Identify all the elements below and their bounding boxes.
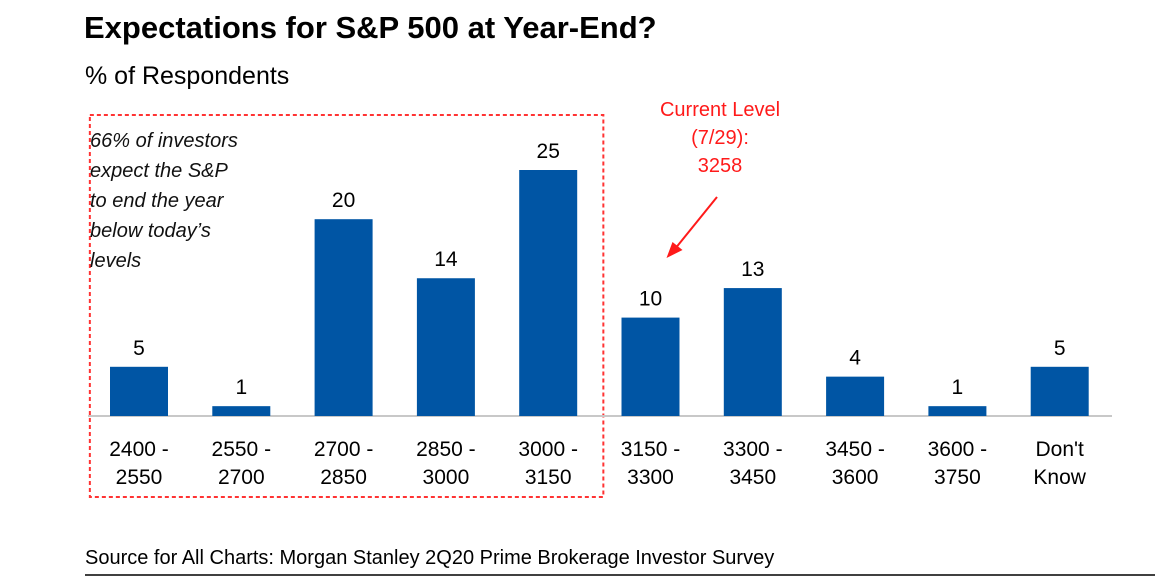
data-label: 4 [849, 347, 861, 370]
x-tick-label: 3000 [423, 466, 470, 489]
chart-subtitle: % of Respondents [85, 62, 290, 90]
annotation-line: 66% of investors [90, 130, 238, 152]
bar [110, 366, 168, 416]
bar [519, 170, 578, 416]
data-label: 20 [332, 189, 355, 212]
data-label: 10 [639, 288, 662, 311]
x-tick-label: 2850 - [416, 438, 476, 461]
annotation-line: expect the S&P [90, 160, 228, 182]
x-tick-label: 2550 [116, 466, 163, 489]
data-label: 1 [235, 376, 247, 399]
x-tick-label: 3000 - [518, 438, 578, 461]
x-tick-label: 3300 [627, 466, 674, 489]
x-tick-label: 3150 - [621, 438, 681, 461]
x-tick-label: 3450 [729, 466, 776, 489]
bar [314, 219, 373, 416]
annotation-line: below today’s [90, 220, 211, 242]
data-label: 13 [741, 258, 764, 281]
data-label: 25 [537, 140, 560, 163]
x-tick-label: 3150 [525, 466, 572, 489]
x-tick-label: 2850 [320, 466, 367, 489]
callout-line: 3258 [697, 155, 743, 177]
annotation-line: to end the year [90, 190, 224, 212]
bar [416, 278, 475, 416]
source-note: Source for All Charts: Morgan Stanley 2Q… [85, 547, 775, 569]
x-tick-label: 2550 - [212, 438, 272, 461]
data-label: 14 [434, 248, 458, 271]
x-tick-label: 3300 - [723, 438, 783, 461]
data-label: 1 [952, 376, 964, 399]
bar [928, 406, 987, 416]
highlight-annotation: 66% of investors expect the S&P to end t… [90, 126, 310, 276]
chart-title: Expectations for S&P 500 at Year-End? [84, 10, 657, 45]
highlight-box [88, 114, 605, 498]
annotation-line: levels [90, 250, 142, 272]
x-tick-label: 3450 - [825, 438, 885, 461]
bar [212, 406, 271, 416]
callout-arrow-head [666, 242, 683, 258]
x-tick-label: 3750 [934, 466, 981, 489]
x-tick-label: Know [1033, 466, 1086, 489]
bar [826, 376, 885, 416]
x-tick-label: 3600 - [928, 438, 988, 461]
data-label: 5 [133, 337, 145, 360]
x-tick-label: 3600 [832, 466, 879, 489]
x-tick-label: 2400 - [109, 438, 169, 461]
bar [723, 288, 782, 416]
callout-line: Current Level [659, 99, 781, 121]
x-tick-label: 2700 - [314, 438, 374, 461]
data-label: 5 [1054, 337, 1066, 360]
callout-arrow-line [671, 196, 718, 253]
current-level-callout: Current Level (7/29): 3258 [620, 96, 820, 180]
bar [621, 317, 680, 416]
x-tick-label: Don't [1036, 438, 1085, 461]
bar [1030, 366, 1089, 416]
callout-line: (7/29): [691, 127, 749, 149]
x-tick-label: 2700 [218, 466, 265, 489]
